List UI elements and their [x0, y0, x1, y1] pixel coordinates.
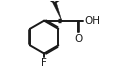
Text: OH: OH	[84, 16, 100, 26]
Text: O: O	[74, 34, 82, 44]
Text: F: F	[41, 58, 47, 68]
Polygon shape	[53, 3, 62, 21]
